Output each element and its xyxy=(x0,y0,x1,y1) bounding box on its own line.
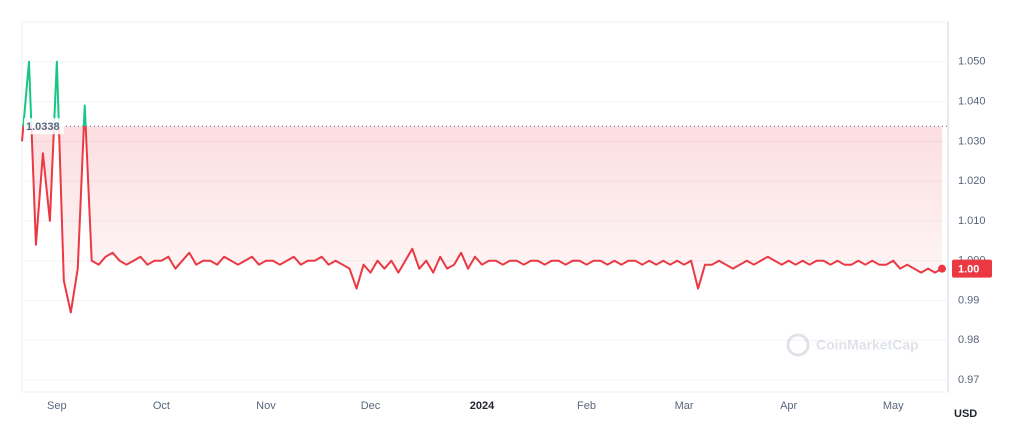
y-tick-label: 1.030 xyxy=(958,135,986,147)
watermark: CoinMarketCap xyxy=(786,333,919,357)
price-line-below xyxy=(21,126,943,314)
y-tick-label: 1.050 xyxy=(958,56,986,68)
y-tick-label: 1.010 xyxy=(958,215,986,227)
reference-label-bg xyxy=(24,118,64,135)
x-tick-label: Mar xyxy=(675,400,694,412)
y-tick-label: 0.99 xyxy=(958,294,979,306)
x-tick-label: Dec xyxy=(361,400,381,412)
reference-label: 1.0338 xyxy=(26,121,60,133)
y-tick-label: 1.040 xyxy=(958,95,986,107)
last-point xyxy=(938,264,946,273)
x-tick-label: Oct xyxy=(153,400,170,412)
x-tick-label: Feb xyxy=(577,400,596,412)
x-tick-label: Sep xyxy=(47,400,67,412)
line-layer xyxy=(21,60,948,314)
y-tick-label: 0.98 xyxy=(958,334,979,346)
price-area xyxy=(22,126,942,313)
last-price-label: 1.00 xyxy=(958,264,979,276)
y-tick-label: 1.020 xyxy=(958,175,986,187)
y-tick-label: 0.97 xyxy=(958,374,979,386)
last-price-badge xyxy=(952,259,992,278)
area-layer xyxy=(22,126,942,313)
x-tick-label: Nov xyxy=(256,400,276,412)
watermark-logo xyxy=(786,333,810,357)
x-tick-label: 2024 xyxy=(470,400,495,412)
x-tick-label: Apr xyxy=(780,400,797,412)
label-layer: 0.970.980.991.0001.0101.0201.0301.0401.0… xyxy=(24,56,992,412)
currency-label: USD xyxy=(954,408,977,420)
x-tick-label: May xyxy=(883,400,904,412)
watermark-text: CoinMarketCap xyxy=(816,337,919,353)
